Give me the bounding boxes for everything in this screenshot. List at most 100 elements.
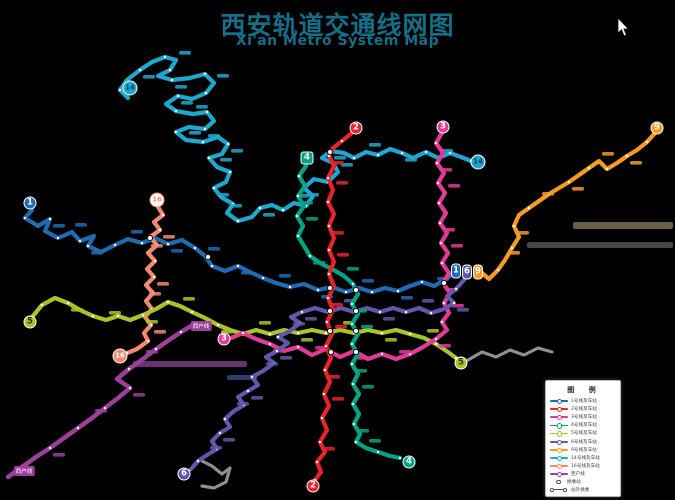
legend-item-label: 9号线及车站	[571, 447, 597, 453]
legend-symbol-label: 站外换乘	[571, 488, 590, 494]
station-label-blob	[163, 235, 175, 239]
station-label-blob	[307, 193, 319, 197]
transfer-station-marker	[326, 307, 334, 315]
station-dot	[241, 331, 245, 335]
station-label-blob	[237, 402, 249, 406]
line-16-badge: 16	[149, 192, 165, 208]
station-dot	[196, 459, 200, 463]
station-dot	[250, 375, 254, 379]
station-dot	[179, 330, 183, 334]
line-gray-ext-6-path	[188, 458, 232, 490]
station-label-blob	[361, 325, 373, 329]
station-label-blob	[305, 317, 317, 321]
station-label-blob	[439, 344, 451, 348]
line-1-badge: 1	[451, 263, 461, 279]
legend-line-swatch	[550, 399, 568, 405]
station-label-blob	[109, 311, 121, 315]
station-dot	[439, 241, 443, 245]
station-label-blob	[313, 261, 325, 265]
station-label-blob	[210, 446, 222, 450]
legend-item-label: 西户线	[571, 471, 585, 477]
station-label-blob	[280, 356, 292, 360]
station-label-blob	[75, 223, 87, 227]
line-5-badge: 5	[454, 356, 468, 370]
station-dot	[434, 141, 438, 145]
station-label-blob	[223, 438, 235, 442]
station-dot	[281, 208, 285, 212]
transfer-station-marker	[352, 307, 360, 315]
station-dot	[452, 301, 456, 305]
station-dot	[297, 174, 301, 178]
station-dot	[424, 150, 428, 154]
line-3-path	[228, 130, 453, 362]
station-dot	[625, 154, 629, 158]
legend-line-swatch	[550, 415, 568, 421]
station-label-blob	[452, 304, 464, 308]
station-dot	[354, 440, 358, 444]
station-dot	[268, 342, 272, 346]
transfer-station-marker	[326, 327, 334, 335]
station-label-blob	[189, 131, 201, 135]
station-dot	[376, 153, 380, 157]
legend-line-swatch	[550, 407, 568, 413]
station-dot	[201, 140, 205, 144]
line-2-badge: 2	[306, 479, 320, 493]
station-dot	[398, 456, 402, 460]
station-dot	[527, 206, 531, 210]
station-dot	[207, 156, 211, 160]
station-label-blob	[357, 429, 369, 433]
legend-item: 西户线	[550, 470, 616, 478]
station-dot	[440, 261, 444, 265]
station-label-blob	[422, 299, 434, 303]
station-dot	[154, 347, 158, 351]
station-dot	[327, 224, 331, 228]
station-label-blob	[95, 409, 107, 413]
station-label-blob	[220, 158, 232, 162]
station-label-blob	[301, 201, 313, 205]
station-dot	[288, 285, 292, 289]
station-dot	[127, 367, 131, 371]
station-label-blob	[154, 330, 166, 334]
transfer-station-marker	[326, 284, 334, 292]
map-title: 西安轨道交通线网图	[220, 11, 455, 40]
station-dot	[587, 166, 591, 170]
legend-line-swatch	[550, 431, 568, 437]
station-dot	[40, 303, 44, 307]
line-9-path	[479, 130, 658, 282]
transfer-station-icon	[556, 479, 561, 485]
station-dot	[128, 386, 132, 390]
station-dot	[318, 440, 322, 444]
label-smudge	[133, 361, 247, 367]
legend-item: 16号线及车站	[550, 462, 616, 470]
station-dot	[350, 342, 354, 346]
station-dot	[216, 323, 220, 327]
station-dot	[174, 130, 178, 134]
station-label-blob	[405, 158, 417, 162]
station-dot	[380, 352, 384, 356]
station-dot	[326, 200, 330, 204]
station-dot	[204, 91, 208, 95]
station-label-blob	[146, 320, 158, 324]
station-dot	[116, 314, 120, 318]
station-label-blob	[336, 181, 348, 185]
station-dot	[380, 331, 384, 335]
station-dot	[76, 426, 80, 430]
station-dot	[327, 272, 331, 276]
legend-item-label: 3号线及车站	[571, 415, 597, 421]
line-6-badge: 6	[177, 467, 191, 481]
legend-item-label: 6号线及车站	[571, 439, 597, 445]
legend-item-label: 14号线及车站	[571, 455, 600, 461]
station-dot	[48, 446, 52, 450]
station-dot	[370, 290, 374, 294]
station-label-blob	[572, 187, 584, 191]
station-label-blob	[301, 338, 313, 342]
station-dot	[326, 296, 330, 300]
station-dot	[66, 301, 70, 305]
transfer-station-marker	[326, 148, 334, 156]
station-dot	[146, 339, 150, 343]
station-dot	[448, 151, 452, 155]
line-14-badge: 14	[470, 154, 486, 170]
legend-item-label: 5号线及车站	[571, 431, 597, 437]
station-label-blob	[448, 184, 460, 188]
